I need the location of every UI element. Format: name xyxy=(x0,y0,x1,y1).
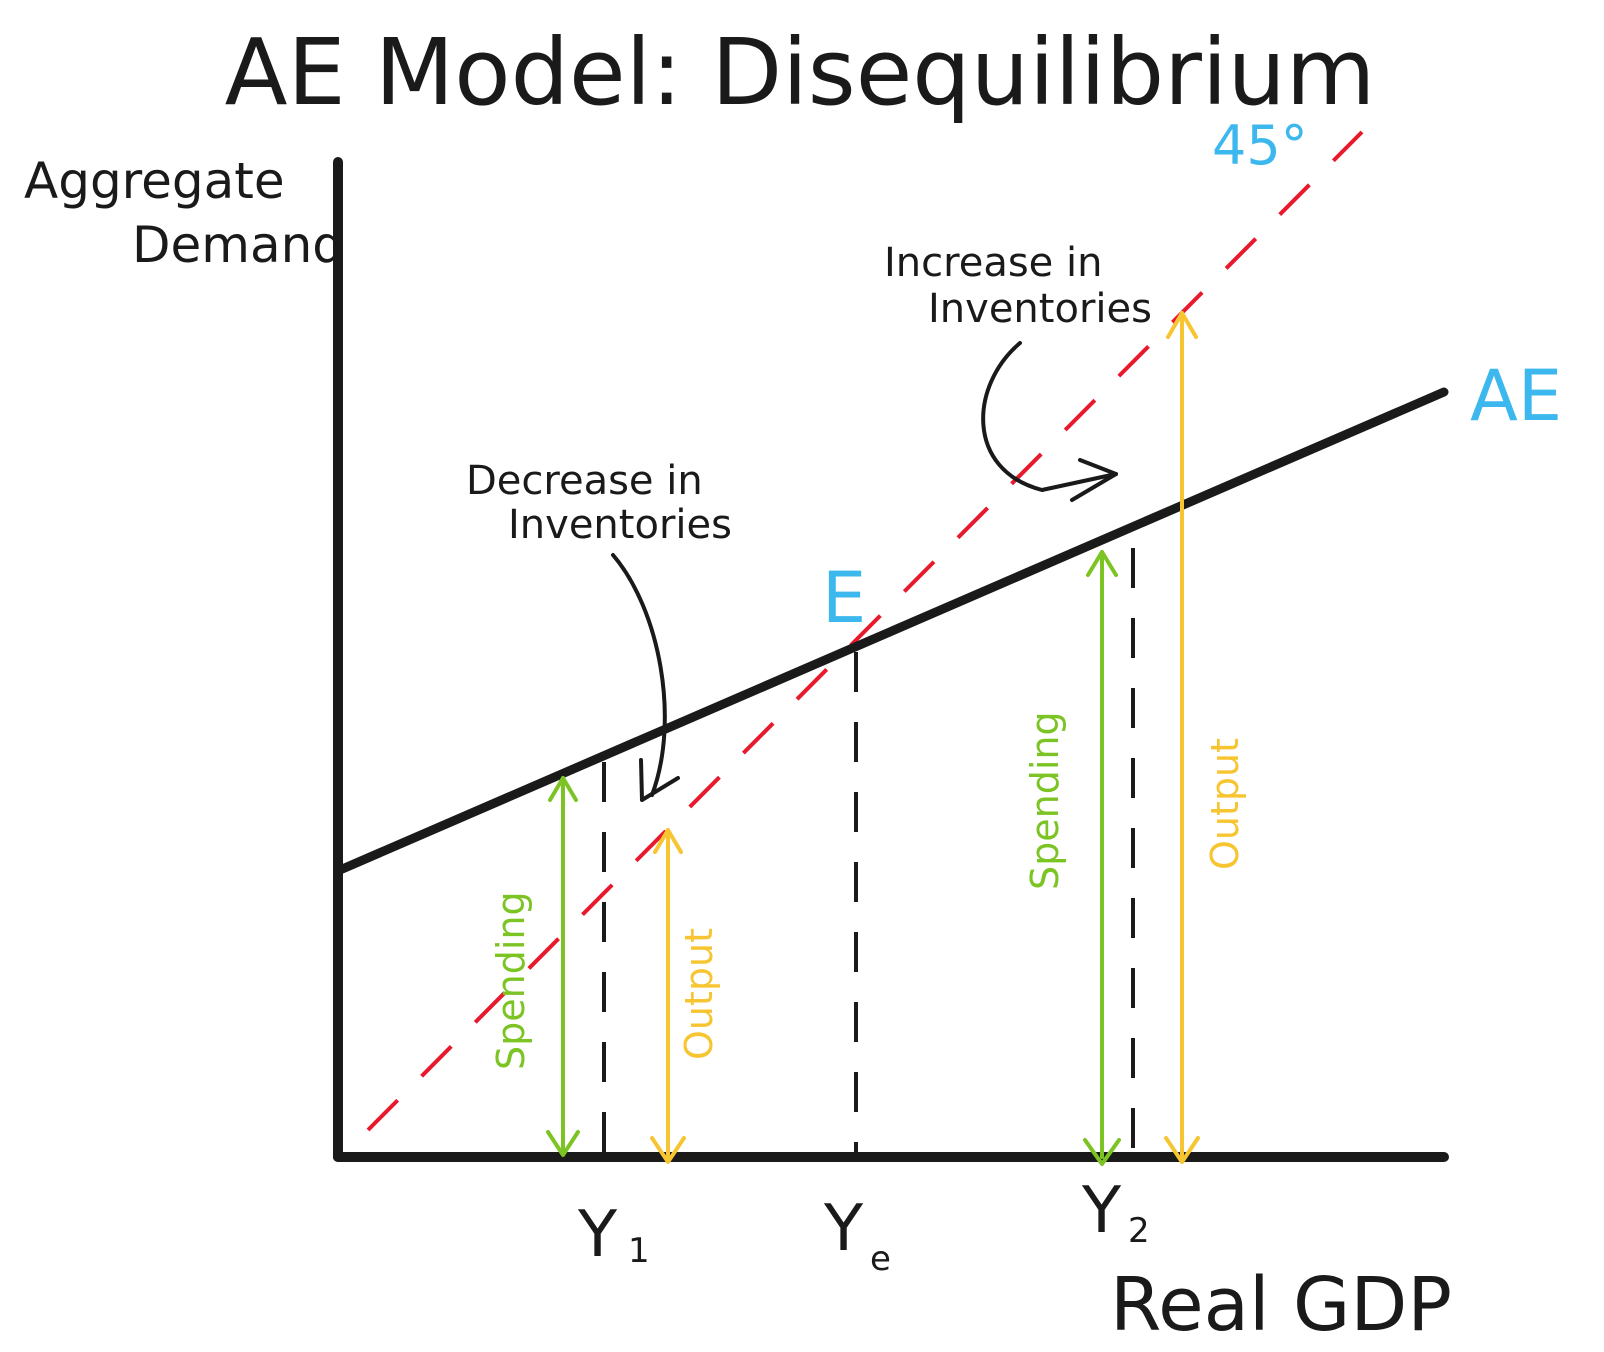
decrease-annotation-line2: Inventories xyxy=(508,502,732,548)
output-arrow-right xyxy=(1164,311,1200,1164)
tick-y1: Y 1 xyxy=(577,1198,650,1272)
spending-arrow-left xyxy=(546,776,580,1157)
tick-y2-sub: 2 xyxy=(1128,1211,1150,1251)
equilibrium-label: E xyxy=(822,557,866,639)
ae-line xyxy=(335,387,1449,875)
tick-y2-main: Y xyxy=(1081,1174,1122,1248)
forty-five-label: 45° xyxy=(1212,114,1308,177)
tick-y1-sub: 1 xyxy=(628,1231,650,1271)
increase-annotation-line2: Inventories xyxy=(928,286,1152,332)
output-label-left: Output xyxy=(677,928,721,1060)
increase-pointer-arrow xyxy=(981,341,1118,502)
tick-ye-main: Y xyxy=(823,1192,864,1266)
tick-y1-main: Y xyxy=(577,1198,618,1272)
diagram-title: AE Model: Disequilibrium xyxy=(225,19,1376,126)
x-axis-label: Real GDP xyxy=(1110,1262,1452,1348)
tick-y2: Y 2 xyxy=(1081,1174,1150,1251)
spending-label-right: Spending xyxy=(1023,711,1067,890)
increase-annotation-line1: Increase in xyxy=(884,240,1102,286)
spending-arrow-right xyxy=(1083,550,1121,1166)
output-label-right: Output xyxy=(1203,738,1247,870)
decrease-pointer-arrow xyxy=(611,553,680,802)
forty-five-degree-line xyxy=(366,130,1364,1132)
decrease-annotation-line1: Decrease in xyxy=(466,458,703,504)
output-arrow-left xyxy=(650,828,686,1164)
spending-label-left: Spending xyxy=(489,891,533,1070)
y-axis-label-line2: Demand xyxy=(132,216,344,274)
tick-ye-sub: e xyxy=(870,1239,891,1279)
tick-ye: Y e xyxy=(823,1192,891,1279)
y-axis-label-line1: Aggregate xyxy=(24,152,285,210)
ae-label: AE xyxy=(1470,355,1562,437)
